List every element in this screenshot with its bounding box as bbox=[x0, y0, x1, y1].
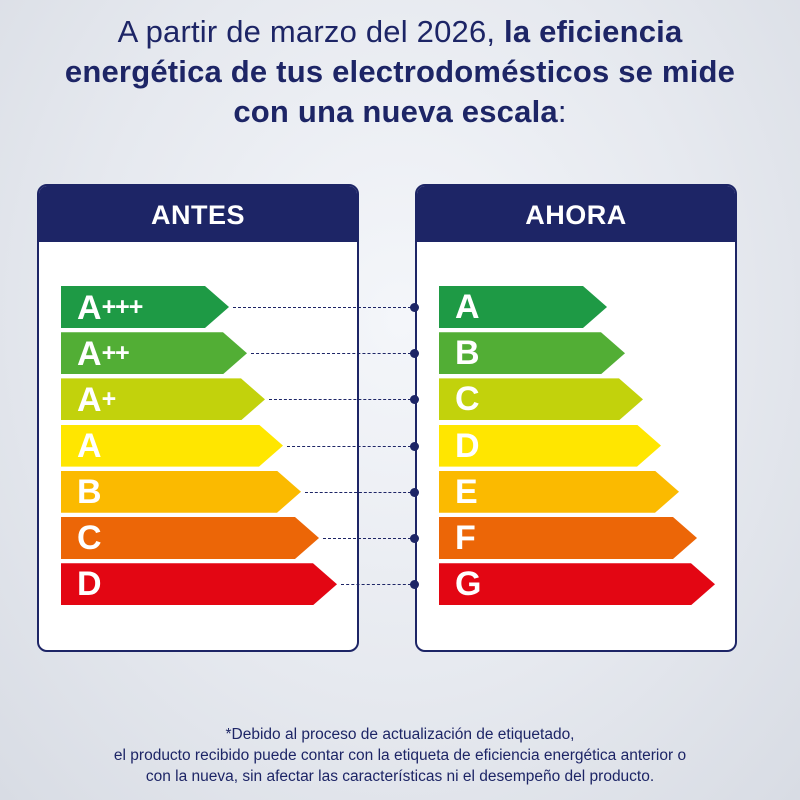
footnote-line-2: el producto recibido puede contar con la… bbox=[113, 747, 687, 764]
before-rating-plus: +++ bbox=[101, 293, 143, 321]
before-rating-bar: A+ bbox=[61, 378, 265, 420]
connector-line bbox=[323, 538, 411, 539]
after-rating-bar: B bbox=[439, 332, 625, 374]
after-rating-bar: D bbox=[439, 425, 661, 467]
after-rating-letter: F bbox=[455, 519, 476, 557]
connector-dot bbox=[410, 487, 419, 497]
after-rating-bar: A bbox=[439, 286, 607, 328]
footnote-line-1: *Debido al proceso de actualización de e… bbox=[225, 726, 575, 743]
after-rating-letter: B bbox=[455, 334, 480, 373]
connector-line bbox=[287, 445, 411, 447]
after-rating-bar: F bbox=[439, 517, 697, 559]
before-rating-letter: A bbox=[77, 381, 102, 420]
before-rating-letter: A bbox=[77, 335, 102, 374]
panel-after-title: AHORA bbox=[417, 186, 735, 242]
after-rating-bar: C bbox=[439, 378, 643, 420]
after-rating-letter: G bbox=[455, 565, 482, 604]
connector-line bbox=[233, 307, 411, 308]
before-rating-bar: B bbox=[61, 471, 301, 513]
before-rating-plus: ++ bbox=[101, 339, 129, 368]
before-rating-plus: + bbox=[101, 385, 116, 414]
connector-dot bbox=[410, 580, 419, 590]
headline-suffix: : bbox=[557, 94, 567, 129]
before-rating-bar: C bbox=[61, 517, 319, 559]
after-rating-letter: D bbox=[455, 426, 480, 465]
panel-before: ANTES A+++ A++ A+ A B C D bbox=[37, 184, 359, 652]
before-rating-bar: A bbox=[61, 425, 283, 467]
before-rating-bar: D bbox=[61, 563, 337, 605]
after-rating-bar: E bbox=[439, 471, 679, 513]
before-rating-bar: A+++ bbox=[61, 286, 229, 328]
connector-line bbox=[305, 491, 411, 493]
headline: A partir de marzo del 2026, la eficienci… bbox=[40, 12, 760, 132]
connector-dot bbox=[410, 534, 419, 543]
before-rating-letter: A bbox=[77, 426, 102, 465]
after-rating-bar: G bbox=[439, 563, 715, 605]
before-rating-letter: A bbox=[77, 289, 102, 327]
connector-line bbox=[269, 399, 411, 401]
headline-bold: la eficiencia energética de tus electrod… bbox=[64, 14, 736, 129]
connector-dot bbox=[410, 395, 419, 405]
after-rating-letter: C bbox=[455, 380, 480, 419]
before-rating-letter: C bbox=[77, 519, 102, 557]
connector-dot bbox=[410, 303, 419, 312]
before-rating-letter: D bbox=[77, 565, 102, 604]
connector-line bbox=[251, 353, 411, 355]
connector-dot bbox=[410, 441, 419, 451]
footnote-line-3: con la nueva, sin afectar las caracterís… bbox=[145, 768, 655, 785]
connector-dot bbox=[410, 349, 419, 359]
before-rating-bar: A++ bbox=[61, 332, 247, 374]
panel-before-title: ANTES bbox=[39, 186, 357, 242]
headline-regular: A partir de marzo del 2026, bbox=[117, 14, 505, 49]
before-rating-letter: B bbox=[77, 472, 102, 511]
connector-line bbox=[341, 584, 411, 586]
after-rating-letter: A bbox=[455, 288, 480, 326]
after-rating-letter: E bbox=[455, 472, 478, 511]
footnote: *Debido al proceso de actualización de e… bbox=[10, 724, 790, 787]
